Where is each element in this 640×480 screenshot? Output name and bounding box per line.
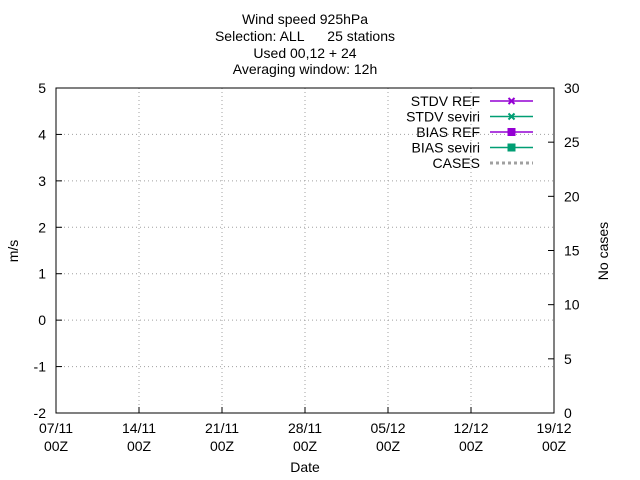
y2-tick-label: 25 xyxy=(564,134,580,150)
x-tick-label: 00Z xyxy=(210,438,235,454)
y-tick-label: 5 xyxy=(38,80,46,96)
x-tick-label: 00Z xyxy=(44,438,69,454)
x-tick-label: 00Z xyxy=(127,438,152,454)
y-tick-label: 3 xyxy=(38,173,46,189)
x-axis-label: Date xyxy=(290,459,320,475)
x-tick-label: 00Z xyxy=(293,438,318,454)
x-tick-label: 00Z xyxy=(459,438,484,454)
y-axis-label: m/s xyxy=(5,240,21,263)
y2-tick-label: 0 xyxy=(564,405,572,421)
x-tick-label: 21/11 xyxy=(205,420,239,436)
y-tick-label: 1 xyxy=(38,266,46,282)
legend-marker xyxy=(507,128,516,136)
legend-label: BIAS seviri xyxy=(412,140,480,156)
legend-marker xyxy=(507,143,516,152)
y2-tick-label: 15 xyxy=(564,243,580,259)
y-tick-label: -1 xyxy=(34,359,47,375)
grid xyxy=(56,88,554,413)
legend-label: STDV seviri xyxy=(406,109,480,125)
y2-tick-label: 20 xyxy=(564,188,580,204)
title-line-1: Wind speed 925hPa xyxy=(242,11,368,27)
title-line-4: Averaging window: 12h xyxy=(233,61,378,77)
legend-marker xyxy=(507,97,516,105)
x-tick-label: 00Z xyxy=(542,438,567,454)
chart-title: Wind speed 925hPa Selection: ALL 25 stat… xyxy=(215,11,395,77)
x-tick-label: 07/11 xyxy=(39,420,73,436)
y-tick-label: 4 xyxy=(38,126,46,142)
y-tick-label: 2 xyxy=(38,219,46,235)
y-tick-label: 0 xyxy=(38,312,46,328)
y2-tick-label: 10 xyxy=(564,297,580,313)
legend-label: STDV REF xyxy=(411,93,480,109)
x-tick-label: 28/11 xyxy=(288,420,322,436)
x-tick-label: 05/12 xyxy=(370,420,405,436)
axis-ticks: -2 -1 0 1 2 3 4 5 0 5 10 15 20 25 30 07/11 00Z 14/11 00Z 21… xyxy=(34,80,580,454)
y2-tick-label: 5 xyxy=(564,351,572,367)
title-line-2: Selection: ALL 25 stations xyxy=(215,28,395,44)
legend-marker xyxy=(507,112,516,121)
x-tick-label: 14/11 xyxy=(122,420,156,436)
x-tick-label: 19/12 xyxy=(536,420,571,436)
y2-axis-label: No cases xyxy=(595,222,611,280)
title-line-3: Used 00,12 + 24 xyxy=(253,45,356,61)
legend-label: CASES xyxy=(433,155,480,171)
x-tick-label: 12/12 xyxy=(453,420,488,436)
y2-tick-label: 30 xyxy=(564,80,580,96)
y-tick-label: -2 xyxy=(34,405,47,421)
x-tick-label: 00Z xyxy=(376,438,401,454)
legend-label: BIAS REF xyxy=(416,124,480,140)
